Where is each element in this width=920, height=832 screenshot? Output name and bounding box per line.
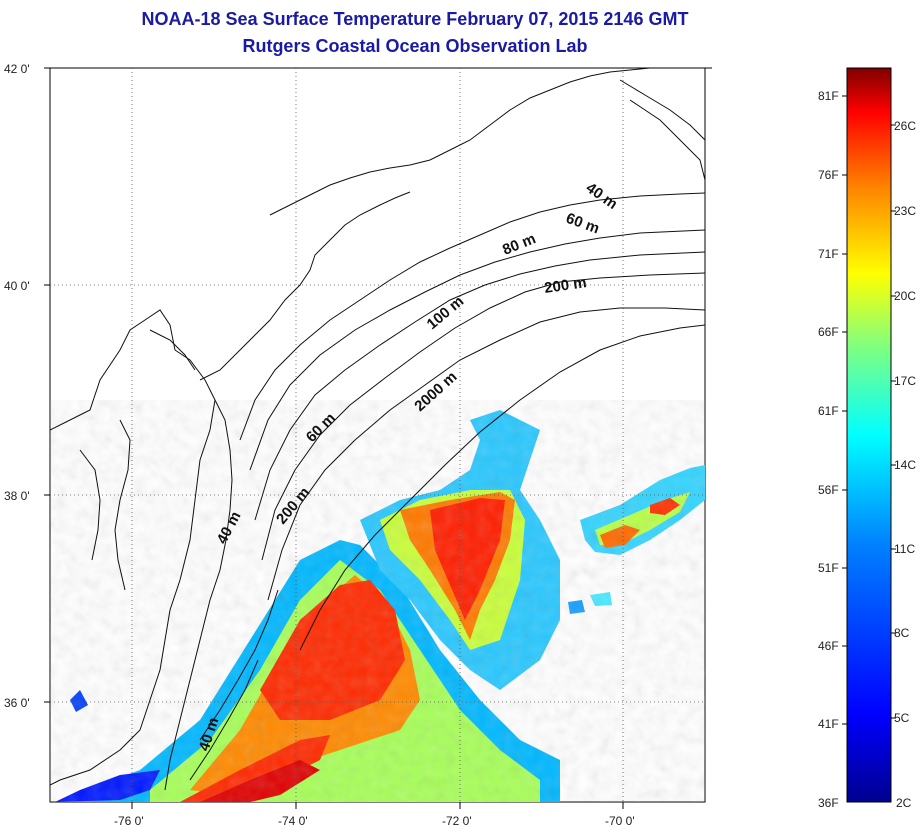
- lat-label: 42 0': [4, 62, 30, 76]
- map-title: NOAA-18 Sea Surface Temperature February…: [141, 9, 689, 29]
- colorbar-f-label: 56F: [818, 483, 839, 497]
- colorbar-c-label: 26C: [894, 119, 916, 133]
- colorbar-f-label: 81F: [818, 89, 839, 103]
- colorbar-f-label: 46F: [818, 639, 839, 653]
- coastline: [50, 68, 705, 791]
- lon-label: -72 0': [442, 814, 472, 828]
- colorbar-f-label: 51F: [818, 561, 839, 575]
- colorbar-c-label: 5C: [894, 711, 910, 725]
- colorbar-f-label: 71F: [818, 247, 839, 261]
- lon-label: -70 0': [605, 814, 635, 828]
- colorbar-c-label: 17C: [894, 374, 916, 388]
- colorbar-ticks: [842, 95, 896, 725]
- colorbar-c-label: 11C: [894, 542, 915, 556]
- lat-label: 38 0': [4, 489, 30, 503]
- colorbar-c-label: 20C: [894, 289, 916, 303]
- lat-label: 40 0': [4, 279, 30, 293]
- colorbar-f-label: 66F: [818, 325, 839, 339]
- sst-field: [50, 400, 705, 802]
- map-subtitle: Rutgers Coastal Ocean Observation Lab: [242, 36, 588, 56]
- isobaths: [189, 192, 705, 781]
- isobath-label: 200 m: [543, 274, 587, 297]
- colorbar-f-label: 41F: [818, 717, 839, 731]
- colorbar-c-label: 8C: [894, 626, 910, 640]
- lon-label: -74 0': [278, 814, 308, 828]
- colorbar-f-label: 61F: [818, 404, 839, 418]
- colorbar-c-label: 2C: [896, 796, 912, 810]
- colorbar-c-label: 23C: [894, 204, 916, 218]
- colorbar-c-label: 14C: [894, 458, 916, 472]
- axis-ticks: [44, 67, 712, 809]
- lon-label: -76 0': [114, 814, 144, 828]
- colorbar-f-label: 76F: [818, 168, 839, 182]
- colorbar: [846, 67, 892, 803]
- lat-label: 36 0': [4, 696, 30, 710]
- colorbar-f-label: 36F: [818, 796, 839, 810]
